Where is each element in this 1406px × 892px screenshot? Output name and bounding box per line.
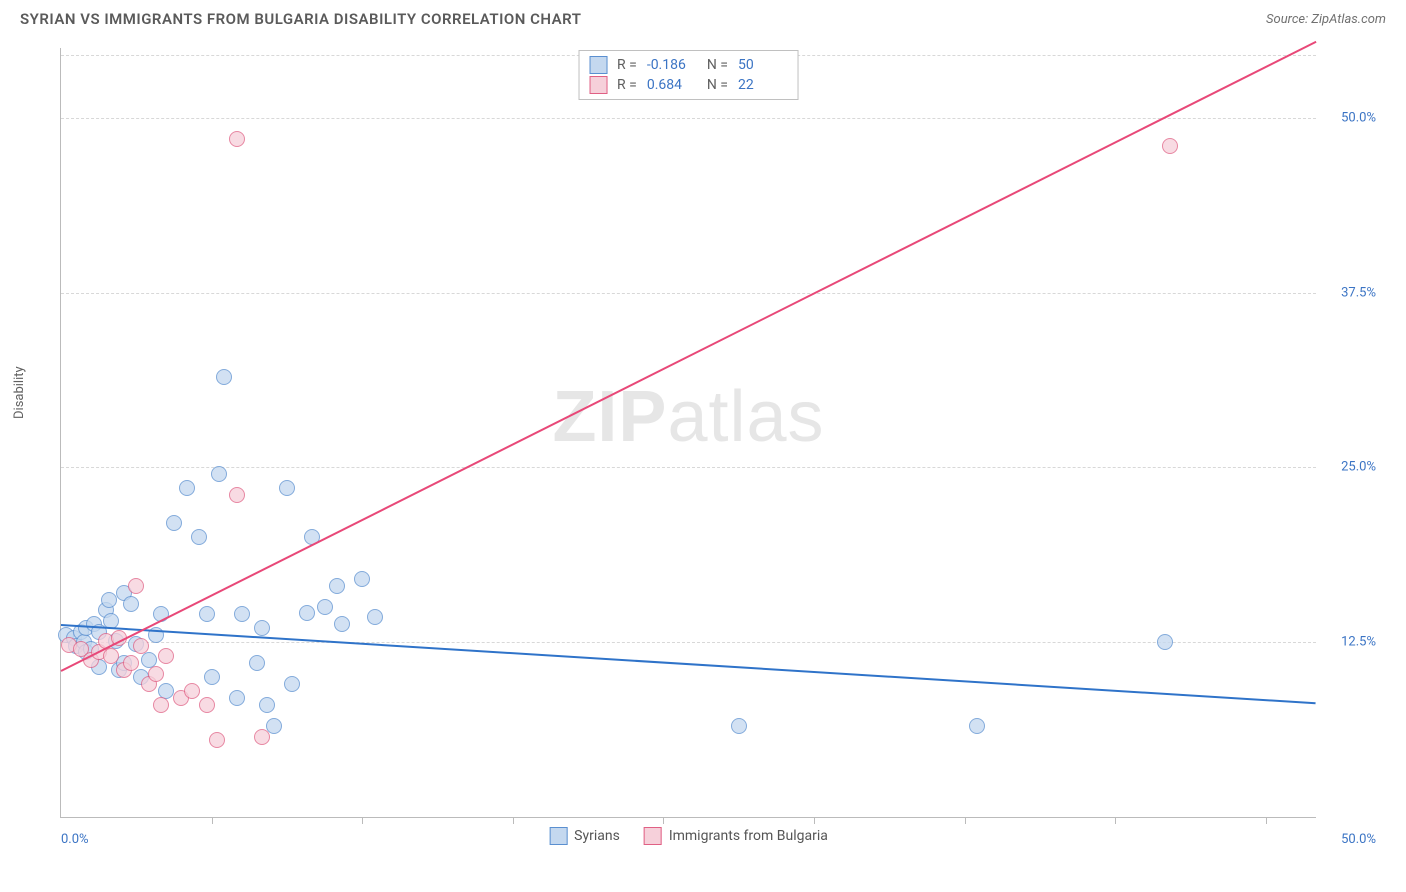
data-point xyxy=(229,487,245,503)
data-point xyxy=(148,666,164,682)
legend-n-value: 22 xyxy=(738,77,788,93)
legend-series-label: Immigrants from Bulgaria xyxy=(669,828,828,844)
series-legend: Syrians Immigrants from Bulgaria xyxy=(549,827,828,845)
y-tick-label: 12.5% xyxy=(1341,635,1376,650)
x-axis-max: 50.0% xyxy=(1341,832,1376,847)
data-point xyxy=(166,515,182,531)
data-point xyxy=(254,620,270,636)
legend-item: Syrians xyxy=(549,827,620,845)
data-point xyxy=(1157,634,1173,650)
x-tick xyxy=(1266,817,1267,824)
legend-swatch-icon xyxy=(589,76,607,94)
data-point xyxy=(179,480,195,496)
data-point xyxy=(329,578,345,594)
data-point xyxy=(354,571,370,587)
legend-row: R = -0.186 N = 50 xyxy=(589,55,788,75)
data-point xyxy=(209,732,225,748)
gridline xyxy=(61,293,1316,294)
x-axis-min: 0.0% xyxy=(61,832,89,847)
legend-r-value: -0.186 xyxy=(647,57,697,73)
data-point xyxy=(103,648,119,664)
y-tick-label: 50.0% xyxy=(1341,110,1376,125)
data-point xyxy=(123,596,139,612)
x-tick xyxy=(362,817,363,824)
data-point xyxy=(204,669,220,685)
data-point xyxy=(216,369,232,385)
x-tick xyxy=(212,817,213,824)
y-tick-label: 25.0% xyxy=(1341,460,1376,475)
data-point xyxy=(259,697,275,713)
data-point xyxy=(191,529,207,545)
legend-swatch-icon xyxy=(549,827,567,845)
data-point xyxy=(279,480,295,496)
data-point xyxy=(317,599,333,615)
data-point xyxy=(133,638,149,654)
data-point xyxy=(234,606,250,622)
watermark: ZIPatlas xyxy=(552,376,824,458)
data-point xyxy=(284,676,300,692)
legend-r-value: 0.684 xyxy=(647,77,697,93)
trend-line xyxy=(61,41,1317,672)
chart-container: Disability ZIPatlas R = -0.186 N = 50 R … xyxy=(20,36,1386,882)
y-axis-label: Disability xyxy=(12,366,27,419)
legend-swatch-icon xyxy=(589,56,607,74)
data-point xyxy=(184,683,200,699)
x-tick xyxy=(965,817,966,824)
source-label: Source: ZipAtlas.com xyxy=(1266,12,1386,27)
data-point xyxy=(249,655,265,671)
data-point xyxy=(229,690,245,706)
data-point xyxy=(123,655,139,671)
data-point xyxy=(254,729,270,745)
data-point xyxy=(731,718,747,734)
legend-r-label: R = xyxy=(617,77,637,93)
gridline xyxy=(61,118,1316,119)
legend-r-label: R = xyxy=(617,57,637,73)
legend-n-label: N = xyxy=(707,57,728,73)
chart-title: SYRIAN VS IMMIGRANTS FROM BULGARIA DISAB… xyxy=(20,10,581,28)
legend-swatch-icon xyxy=(644,827,662,845)
data-point xyxy=(101,592,117,608)
legend-series-label: Syrians xyxy=(574,828,620,844)
legend-n-label: N = xyxy=(707,77,728,93)
data-point xyxy=(969,718,985,734)
x-tick xyxy=(513,817,514,824)
y-tick-label: 37.5% xyxy=(1341,285,1376,300)
data-point xyxy=(299,605,315,621)
data-point xyxy=(199,697,215,713)
data-point xyxy=(1162,138,1178,154)
data-point xyxy=(158,648,174,664)
data-point xyxy=(367,609,383,625)
plot-area: ZIPatlas R = -0.186 N = 50 R = 0.684 N =… xyxy=(60,48,1316,818)
correlation-legend: R = -0.186 N = 50 R = 0.684 N = 22 xyxy=(578,50,799,100)
x-tick xyxy=(1115,817,1116,824)
gridline xyxy=(61,642,1316,643)
data-point xyxy=(229,131,245,147)
data-point xyxy=(153,697,169,713)
legend-row: R = 0.684 N = 22 xyxy=(589,75,788,95)
data-point xyxy=(128,578,144,594)
data-point xyxy=(266,718,282,734)
data-point xyxy=(211,466,227,482)
legend-item: Immigrants from Bulgaria xyxy=(644,827,828,845)
data-point xyxy=(199,606,215,622)
legend-n-value: 50 xyxy=(738,57,788,73)
gridline xyxy=(61,467,1316,468)
x-tick xyxy=(663,817,664,824)
x-tick xyxy=(814,817,815,824)
data-point xyxy=(334,616,350,632)
